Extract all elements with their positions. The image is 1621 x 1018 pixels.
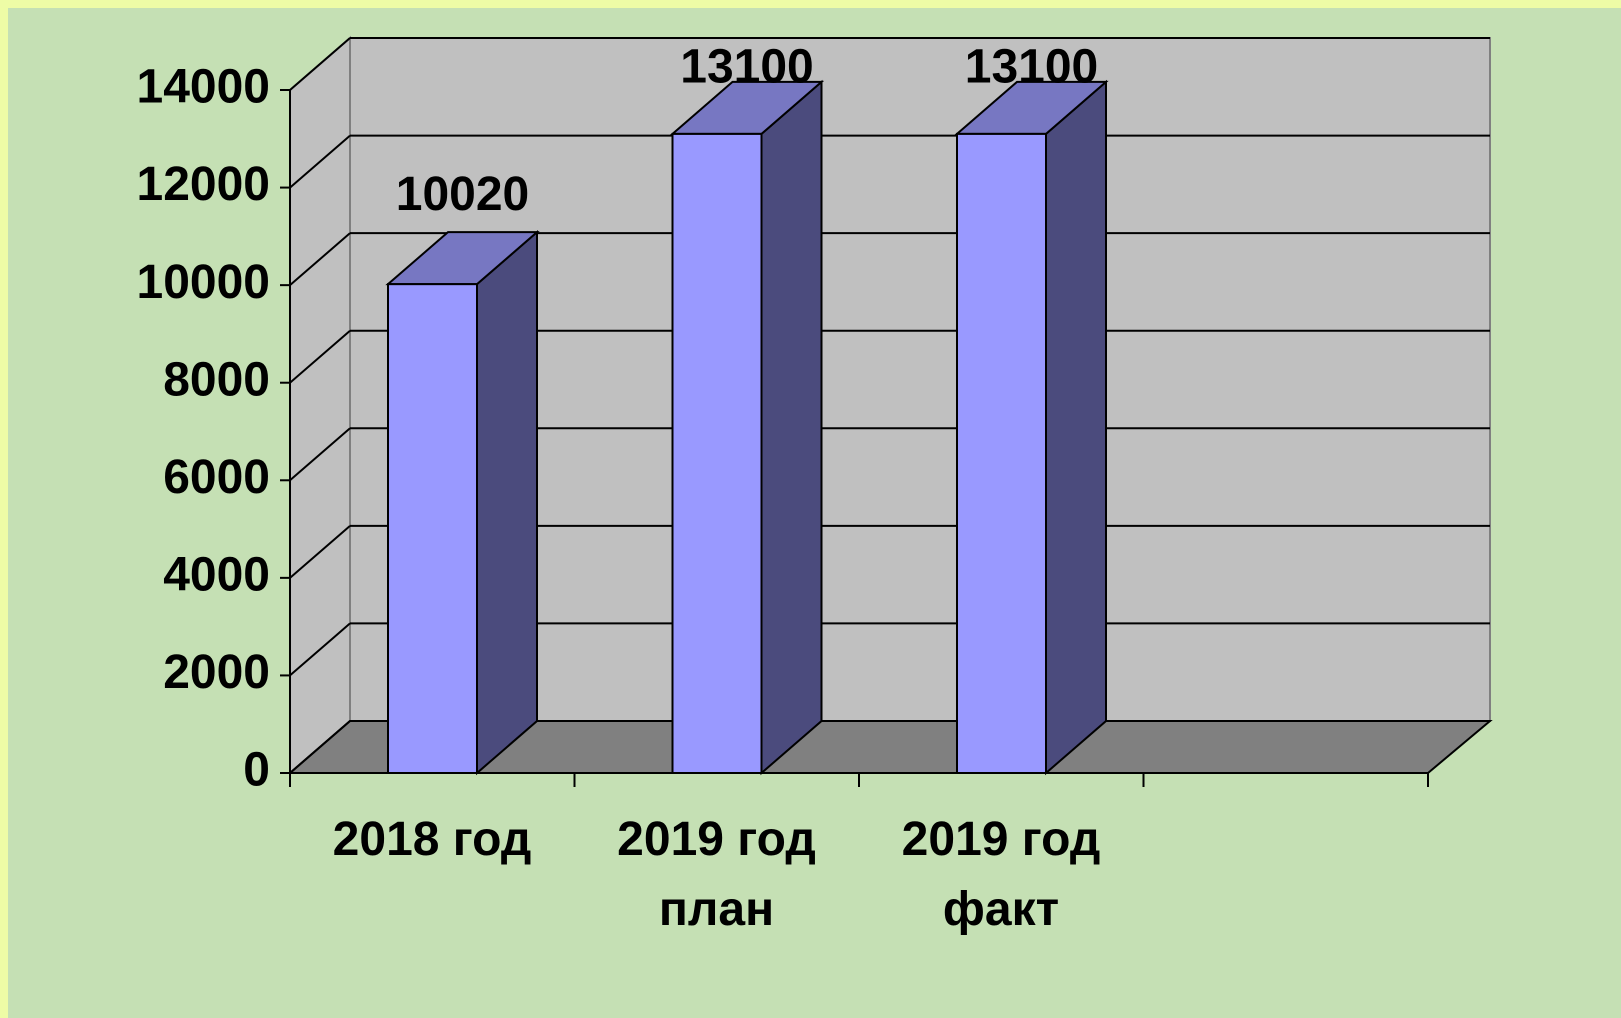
grid-line-side: [289, 622, 351, 677]
value-label: 13100: [965, 41, 1098, 94]
grid-line-side: [289, 232, 351, 286]
y-tick-label: 12000: [137, 158, 270, 211]
y-tick-label: 8000: [163, 353, 270, 406]
grid-line-side: [289, 329, 351, 384]
x-tick-label: 2019 год факт: [901, 813, 1101, 936]
y-tick-label: 2000: [163, 646, 270, 699]
bar-side: [1045, 79, 1107, 776]
grid-line-side: [289, 720, 351, 774]
grid-line-side: [289, 134, 351, 189]
bar-side: [476, 229, 538, 776]
grid-line-side: [289, 525, 351, 579]
bar-side: [760, 79, 823, 776]
value-label: 10020: [396, 168, 529, 221]
y-tick-label: 14000: [137, 61, 270, 114]
bar: [671, 132, 763, 774]
grid-line-side: [289, 427, 351, 482]
grid-line-side: [289, 37, 351, 91]
value-label: 13100: [680, 41, 813, 94]
y-tick-label: 10000: [137, 256, 270, 309]
side-wall: [289, 35, 351, 776]
x-tick-label: 2018 год: [332, 813, 532, 866]
y-tick-label: 6000: [163, 451, 270, 504]
y-tick-label: 0: [243, 744, 270, 797]
y-tick-label: 4000: [163, 549, 270, 602]
bar: [956, 132, 1047, 774]
x-tick-label: 2019 год план: [617, 813, 816, 936]
bar: [387, 283, 478, 774]
